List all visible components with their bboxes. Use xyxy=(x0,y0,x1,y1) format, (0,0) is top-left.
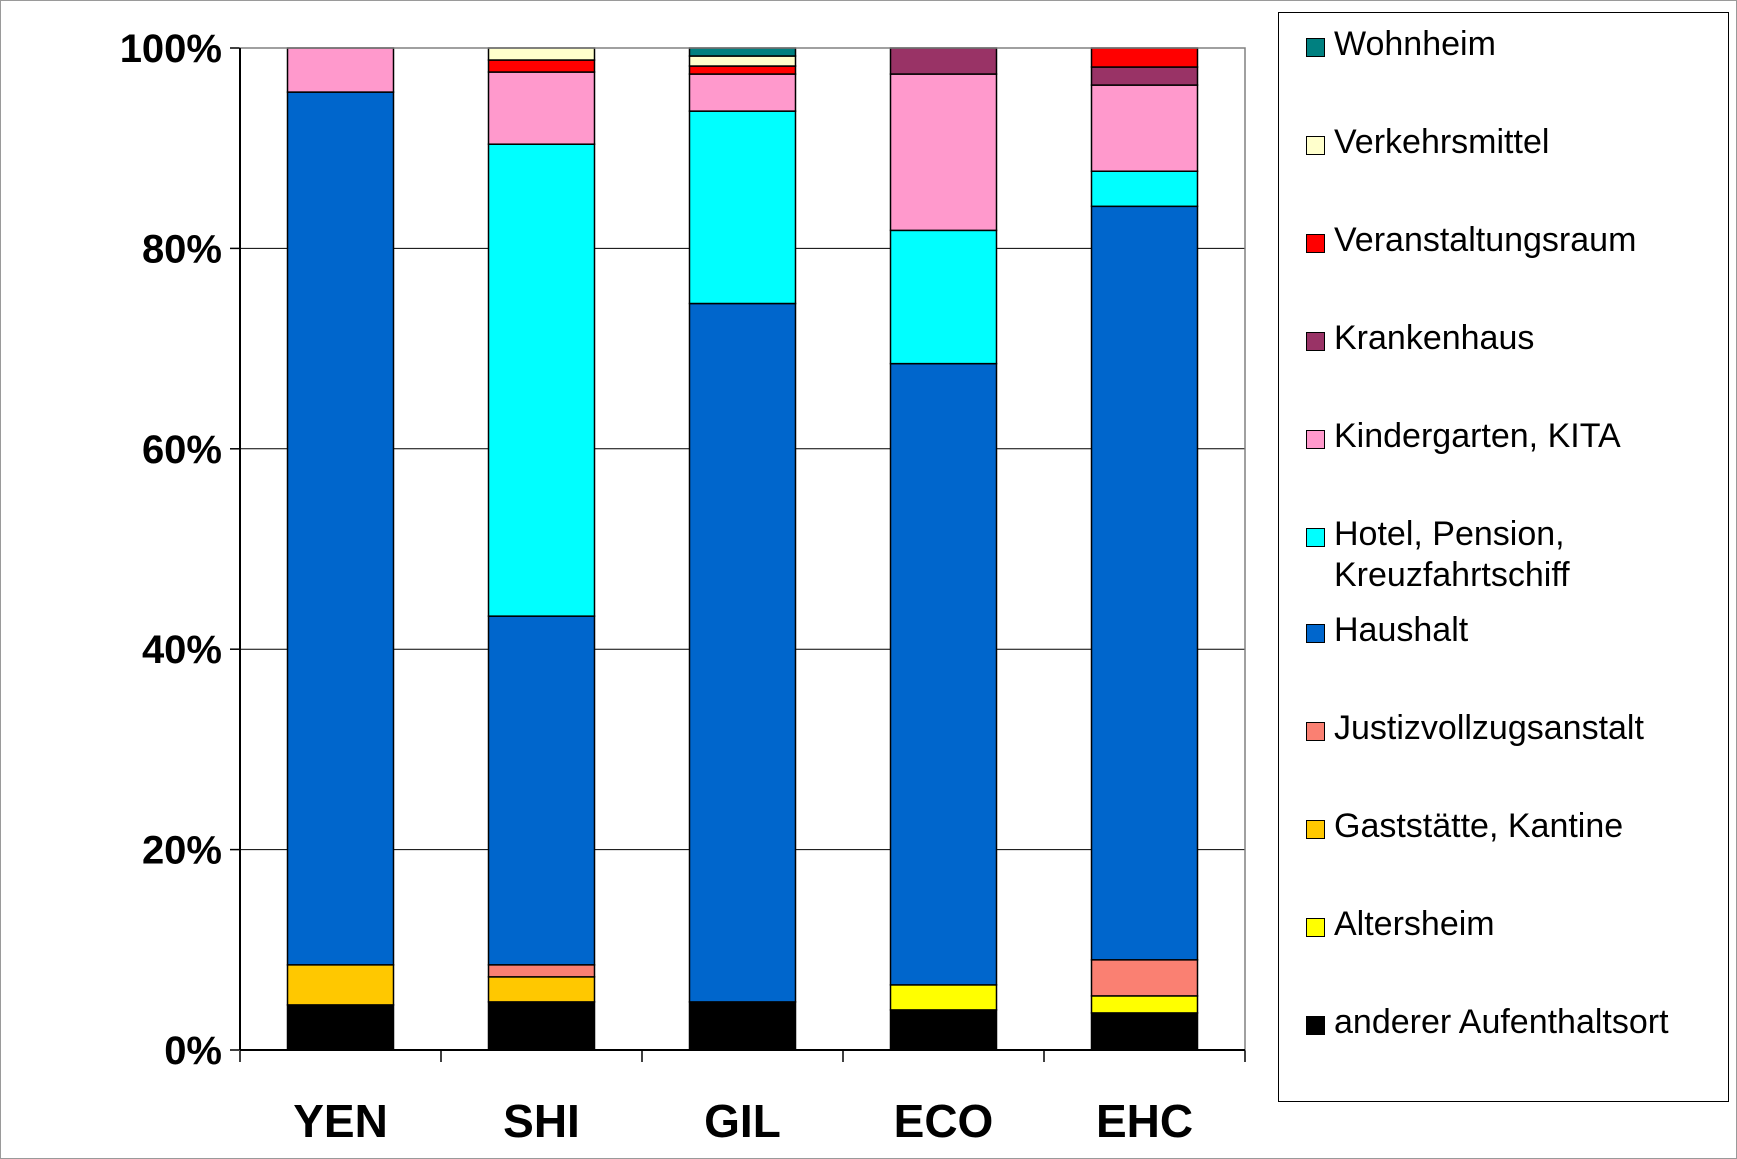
x-category-label: YEN xyxy=(293,1095,388,1147)
y-tick-label: 60% xyxy=(142,428,222,472)
legend-swatch xyxy=(1306,430,1325,449)
legend-label: Verkehrsmittel xyxy=(1334,123,1550,161)
legend-label: anderer Aufenthaltsort xyxy=(1334,1003,1669,1041)
legend-label: Gaststätte, Kantine xyxy=(1334,807,1624,845)
x-category-label: EHC xyxy=(1096,1095,1193,1147)
bar-segment-shi xyxy=(487,964,596,978)
bar-segment-gil xyxy=(688,55,797,67)
bar-segment-eco xyxy=(889,47,998,75)
legend-swatch xyxy=(1306,624,1325,643)
bar-segment-yen xyxy=(286,1004,395,1051)
bar-segment-ehc xyxy=(1090,170,1199,208)
x-category-label: GIL xyxy=(704,1095,781,1147)
bar-segment-ehc xyxy=(1090,84,1199,172)
legend-swatch xyxy=(1306,38,1325,57)
legend-item: anderer Aufenthaltsort xyxy=(1306,1002,1714,1043)
bar-segment-shi xyxy=(487,59,596,73)
legend-label: Wohnheim xyxy=(1334,25,1496,63)
bar-segment-yen xyxy=(286,47,395,93)
legend-swatch xyxy=(1306,1016,1325,1035)
x-category-label: SHI xyxy=(503,1095,580,1147)
legend-label: Hotel, Pension, Kreuzfahrtschiff xyxy=(1334,515,1570,594)
bar-segment-shi xyxy=(487,1001,596,1051)
bar-segment-eco xyxy=(889,229,998,365)
legend-item: Altersheim xyxy=(1306,904,1714,945)
legend-item: Haushalt xyxy=(1306,610,1714,651)
bar-segment-shi xyxy=(487,976,596,1003)
legend-label: Kindergarten, KITA xyxy=(1334,417,1621,455)
bar-segment-ehc xyxy=(1090,1012,1199,1051)
legend-label: Veranstaltungsraum xyxy=(1334,221,1637,259)
bar-segment-gil xyxy=(688,73,797,112)
chart-legend: Wohnheim Verkehrsmittel Veranstaltungsraum… xyxy=(1278,12,1729,1102)
legend-swatch xyxy=(1306,332,1325,351)
bar-segment-yen xyxy=(286,91,395,966)
y-tick-label: 40% xyxy=(142,628,222,672)
legend-item: Hotel, Pension, Kreuzfahrtschiff xyxy=(1306,514,1714,596)
legend-swatch xyxy=(1306,820,1325,839)
y-tick-label: 100% xyxy=(120,27,222,71)
legend-item: Kindergarten, KITA xyxy=(1306,416,1714,457)
legend-swatch xyxy=(1306,722,1325,741)
bar-segment-eco xyxy=(889,73,998,232)
bar-segment-eco xyxy=(889,1009,998,1051)
bar-segment-eco xyxy=(889,362,998,986)
bar-segment-shi xyxy=(487,615,596,966)
legend-label: Altersheim xyxy=(1334,905,1495,943)
legend-item: Krankenhaus xyxy=(1306,318,1714,359)
legend-swatch xyxy=(1306,136,1325,155)
legend-label: Krankenhaus xyxy=(1334,319,1535,357)
bar-segment-gil xyxy=(688,65,797,75)
legend-item: Wohnheim xyxy=(1306,24,1714,65)
y-tick-label: 20% xyxy=(142,829,222,873)
bar-segment-gil xyxy=(688,1001,797,1051)
bar-segment-shi xyxy=(487,47,596,61)
bar-segment-yen xyxy=(286,964,395,1006)
legend-item: Veranstaltungsraum xyxy=(1306,220,1714,261)
bar-segment-ehc xyxy=(1090,959,1199,997)
bar-segment-ehc xyxy=(1090,47,1199,68)
bar-segment-ehc xyxy=(1090,995,1199,1014)
legend-swatch xyxy=(1306,528,1325,547)
y-tick-label: 80% xyxy=(142,227,222,271)
bar-segment-ehc xyxy=(1090,205,1199,961)
x-category-label: ECO xyxy=(894,1095,994,1147)
legend-item: Verkehrsmittel xyxy=(1306,122,1714,163)
legend-item: Justizvollzugsanstalt xyxy=(1306,708,1714,749)
bar-segment-eco xyxy=(889,984,998,1011)
legend-label: Haushalt xyxy=(1334,611,1469,649)
y-tick-label: 0% xyxy=(164,1029,222,1073)
legend-swatch xyxy=(1306,918,1325,937)
bar-segment-gil xyxy=(688,110,797,305)
bar-segment-gil xyxy=(688,302,797,1003)
legend-swatch xyxy=(1306,234,1325,253)
legend-item: Gaststätte, Kantine xyxy=(1306,806,1714,847)
bar-segment-gil xyxy=(688,47,797,57)
bar-segment-ehc xyxy=(1090,66,1199,86)
bar-segment-shi xyxy=(487,143,596,617)
legend-label: Justizvollzugsanstalt xyxy=(1334,709,1644,747)
bar-segment-shi xyxy=(487,71,596,145)
